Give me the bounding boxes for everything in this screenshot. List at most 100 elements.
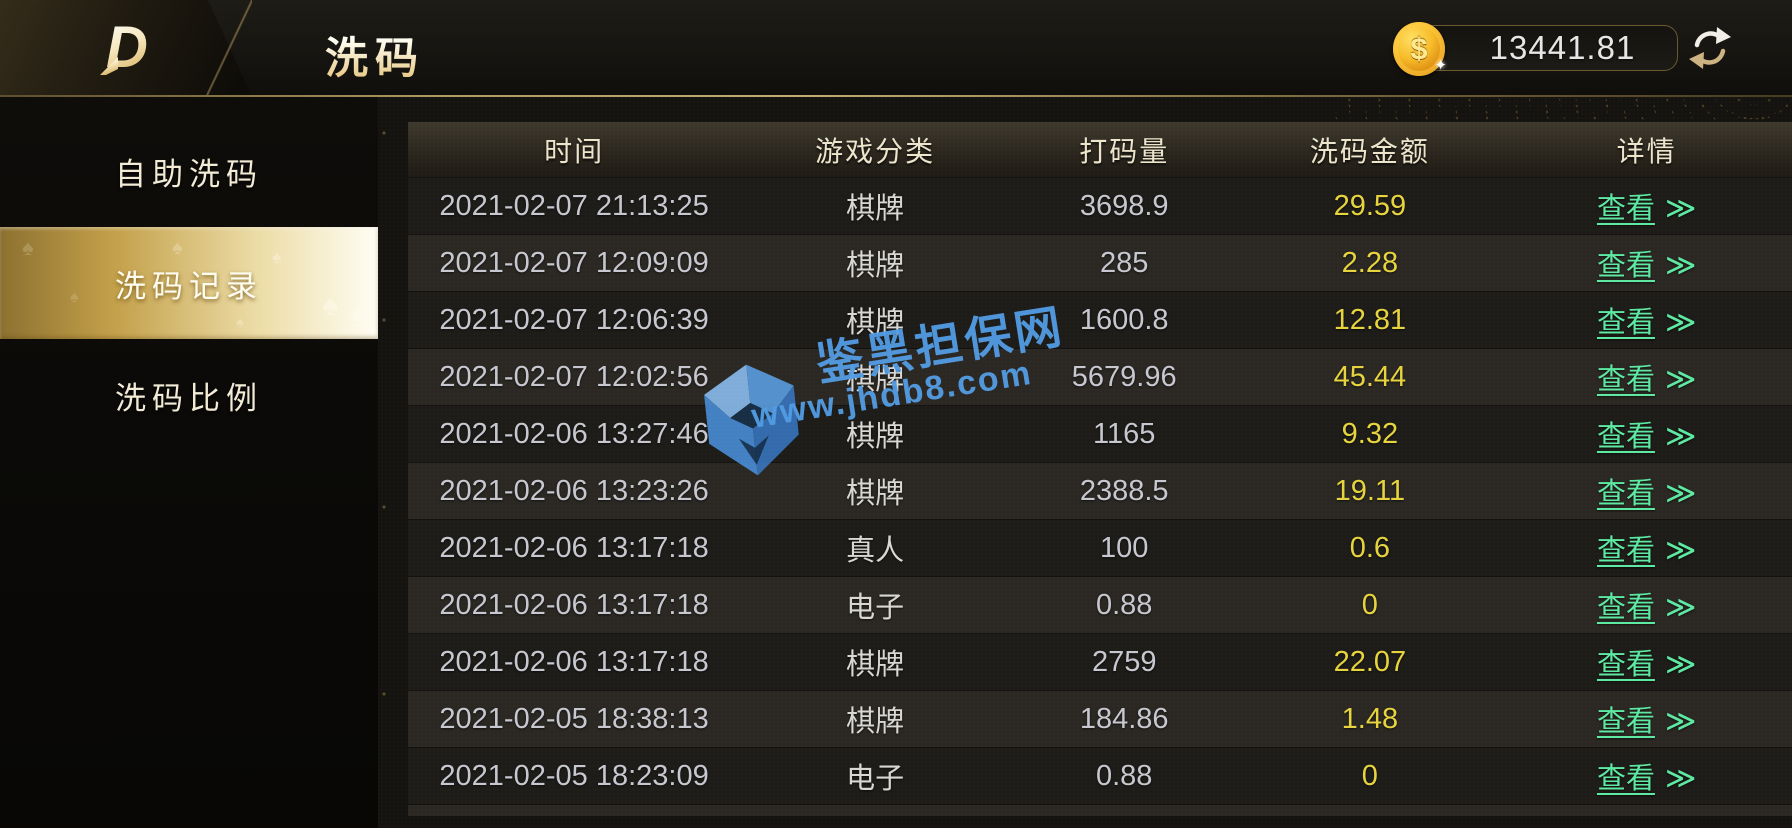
view-link-text: 查看 bbox=[1596, 763, 1655, 795]
chevron-right-icon: ≫ bbox=[1664, 306, 1697, 339]
spade-icon bbox=[322, 289, 338, 323]
cell-category: 棋牌 bbox=[846, 250, 905, 282]
cell-rebate: 0 bbox=[1361, 759, 1378, 792]
coin-sparkle: ✦ bbox=[1434, 57, 1447, 74]
cell-rebate: 1.48 bbox=[1341, 702, 1399, 735]
cell-category: 棋牌 bbox=[846, 364, 905, 396]
table-row: 2021-02-06 13:17:18 棋牌 2759 22.07 查看 ≫ bbox=[408, 633, 1792, 690]
sidebar-item-label: 洗码比例 bbox=[115, 380, 263, 416]
chevron-right-icon: ≫ bbox=[1664, 420, 1697, 453]
view-details-link[interactable]: 查看 ≫ bbox=[1596, 192, 1697, 225]
cell-time: 2021-02-07 12:09:09 bbox=[439, 246, 709, 279]
view-link-text: 查看 bbox=[1596, 364, 1655, 396]
cell-details: 查看 ≫ bbox=[1501, 470, 1792, 512]
cell-rebate: 19.11 bbox=[1334, 474, 1406, 507]
cell-time: 2021-02-05 18:38:13 bbox=[439, 702, 709, 735]
refresh-button[interactable] bbox=[1686, 24, 1734, 72]
cell-details: 查看 ≫ bbox=[1501, 299, 1792, 341]
cell-time: 2021-02-05 18:23:09 bbox=[439, 759, 709, 792]
cell-time: 2021-02-07 21:13:25 bbox=[439, 189, 709, 222]
column-header: 洗码金额 bbox=[1309, 135, 1430, 167]
cell-details: 查看 ≫ bbox=[1501, 755, 1792, 797]
view-details-link[interactable]: 查看 ≫ bbox=[1596, 363, 1696, 396]
cell-volume: 2759 bbox=[1091, 645, 1157, 678]
cell-details: 查看 ≫ bbox=[1501, 242, 1792, 284]
table-header-row: 时间 游戏分类 打码量 洗码金额 详情 bbox=[408, 122, 1792, 177]
cell-details: 查看 ≫ bbox=[1501, 641, 1792, 683]
view-details-link[interactable]: 查看 ≫ bbox=[1597, 591, 1696, 624]
table-row: 2021-02-06 13:27:46 棋牌 1165 9.32 查看 ≫ bbox=[408, 405, 1792, 462]
view-details-link[interactable]: 查看 ≫ bbox=[1596, 534, 1696, 567]
cell-category: 棋牌 bbox=[846, 706, 905, 738]
cell-category: 棋牌 bbox=[846, 478, 905, 510]
chevron-right-icon: ≫ bbox=[1664, 705, 1697, 738]
sidebar-item[interactable]: 洗码比例 bbox=[0, 339, 378, 451]
cell-details: 查看 ≫ bbox=[1501, 185, 1792, 227]
table-row: 2021-02-06 13:23:26 棋牌 2388.5 19.11 查看 ≫ bbox=[408, 462, 1792, 519]
cell-volume: 285 bbox=[1100, 246, 1149, 279]
cell-time: 2021-02-06 13:27:46 bbox=[439, 417, 709, 450]
chevron-right-icon: ≫ bbox=[1664, 192, 1697, 225]
refresh-icon bbox=[1689, 27, 1731, 69]
cell-rebate: 2.28 bbox=[1341, 246, 1399, 279]
cell-time: 2021-02-06 13:17:18 bbox=[439, 531, 709, 564]
view-details-link[interactable]: 查看 ≫ bbox=[1596, 477, 1696, 510]
view-details-link[interactable]: 查看 ≫ bbox=[1597, 306, 1697, 339]
view-link-text: 查看 bbox=[1596, 478, 1655, 510]
cell-rebate: 0 bbox=[1361, 588, 1378, 621]
view-details-link[interactable]: 查看 ≫ bbox=[1596, 762, 1697, 795]
cell-details: 查看 ≫ bbox=[1501, 698, 1792, 740]
view-link-text: 查看 bbox=[1596, 421, 1655, 453]
table-row-partial bbox=[408, 804, 1792, 816]
sidebar-item[interactable]: 洗码记录 bbox=[0, 227, 378, 339]
view-details-link[interactable]: 查看 ≫ bbox=[1596, 420, 1697, 453]
cell-volume: 1600.8 bbox=[1079, 303, 1169, 336]
sidebar-item-label: 洗码记录 bbox=[115, 268, 263, 304]
view-details-link[interactable]: 查看 ≫ bbox=[1596, 249, 1697, 282]
cell-category: 棋牌 bbox=[846, 421, 905, 453]
logo-panel bbox=[0, 0, 252, 97]
table-row: 2021-02-07 21:13:25 棋牌 3698.9 29.59 查看 ≫ bbox=[408, 177, 1792, 234]
balance-value: 13441.81 bbox=[1489, 29, 1636, 66]
column-header: 游戏分类 bbox=[815, 135, 936, 167]
cell-category: 电子 bbox=[846, 763, 905, 795]
cell-category: 棋牌 bbox=[846, 649, 905, 681]
cell-time: 2021-02-06 13:17:18 bbox=[439, 645, 709, 678]
cell-rebate: 9.32 bbox=[1341, 417, 1399, 450]
diagonal-divider bbox=[206, 0, 252, 97]
sidebar-item-label: 自助洗码 bbox=[115, 156, 263, 192]
chevron-right-icon: ≫ bbox=[1664, 762, 1697, 795]
coin-icon: $ ✦ bbox=[1393, 22, 1447, 76]
page-title: 洗码 bbox=[325, 24, 425, 86]
cell-category: 棋牌 bbox=[846, 307, 905, 339]
spade-icon bbox=[70, 289, 79, 307]
view-details-link[interactable]: 查看 ≫ bbox=[1597, 705, 1697, 738]
table-body: 2021-02-07 21:13:25 棋牌 3698.9 29.59 查看 ≫ … bbox=[408, 177, 1792, 804]
cell-rebate: 0.6 bbox=[1349, 531, 1391, 564]
table-row: 2021-02-05 18:23:09 电子 0.88 0 查看 ≫ bbox=[408, 747, 1792, 804]
cell-volume: 2388.5 bbox=[1079, 474, 1169, 507]
view-link-text: 查看 bbox=[1596, 250, 1655, 282]
table-row: 2021-02-07 12:06:39 棋牌 1600.8 12.81 查看 ≫ bbox=[408, 291, 1792, 348]
spade-icon bbox=[350, 294, 370, 337]
cell-category: 棋牌 bbox=[846, 193, 905, 225]
view-details-link[interactable]: 查看 ≫ bbox=[1597, 648, 1697, 681]
rebate-table: 时间 游戏分类 打码量 洗码金额 详情 2021-02-07 21:13:25 棋牌 3… bbox=[408, 122, 1792, 816]
table-row: 2021-02-05 18:38:13 棋牌 184.86 1.48 查看 ≫ bbox=[408, 690, 1792, 747]
balance-display: 13441.81 bbox=[1417, 25, 1678, 71]
sidebar-item[interactable]: 自助洗码 bbox=[0, 115, 378, 227]
cell-category: 电子 bbox=[846, 592, 905, 624]
cell-details: 查看 ≫ bbox=[1501, 413, 1792, 455]
spade-icon bbox=[22, 235, 34, 261]
view-link-text: 查看 bbox=[1596, 535, 1655, 567]
chevron-right-icon: ≫ bbox=[1664, 249, 1697, 282]
cell-rebate: 12.81 bbox=[1333, 303, 1407, 336]
cell-details: 查看 ≫ bbox=[1501, 527, 1792, 569]
cell-details: 查看 ≫ bbox=[1501, 584, 1792, 626]
app-logo-icon: D bbox=[98, 13, 164, 83]
view-link-text: 查看 bbox=[1596, 193, 1655, 225]
cell-category: 真人 bbox=[846, 535, 905, 567]
chevron-right-icon: ≫ bbox=[1664, 648, 1697, 681]
cell-rebate: 45.44 bbox=[1333, 360, 1407, 393]
